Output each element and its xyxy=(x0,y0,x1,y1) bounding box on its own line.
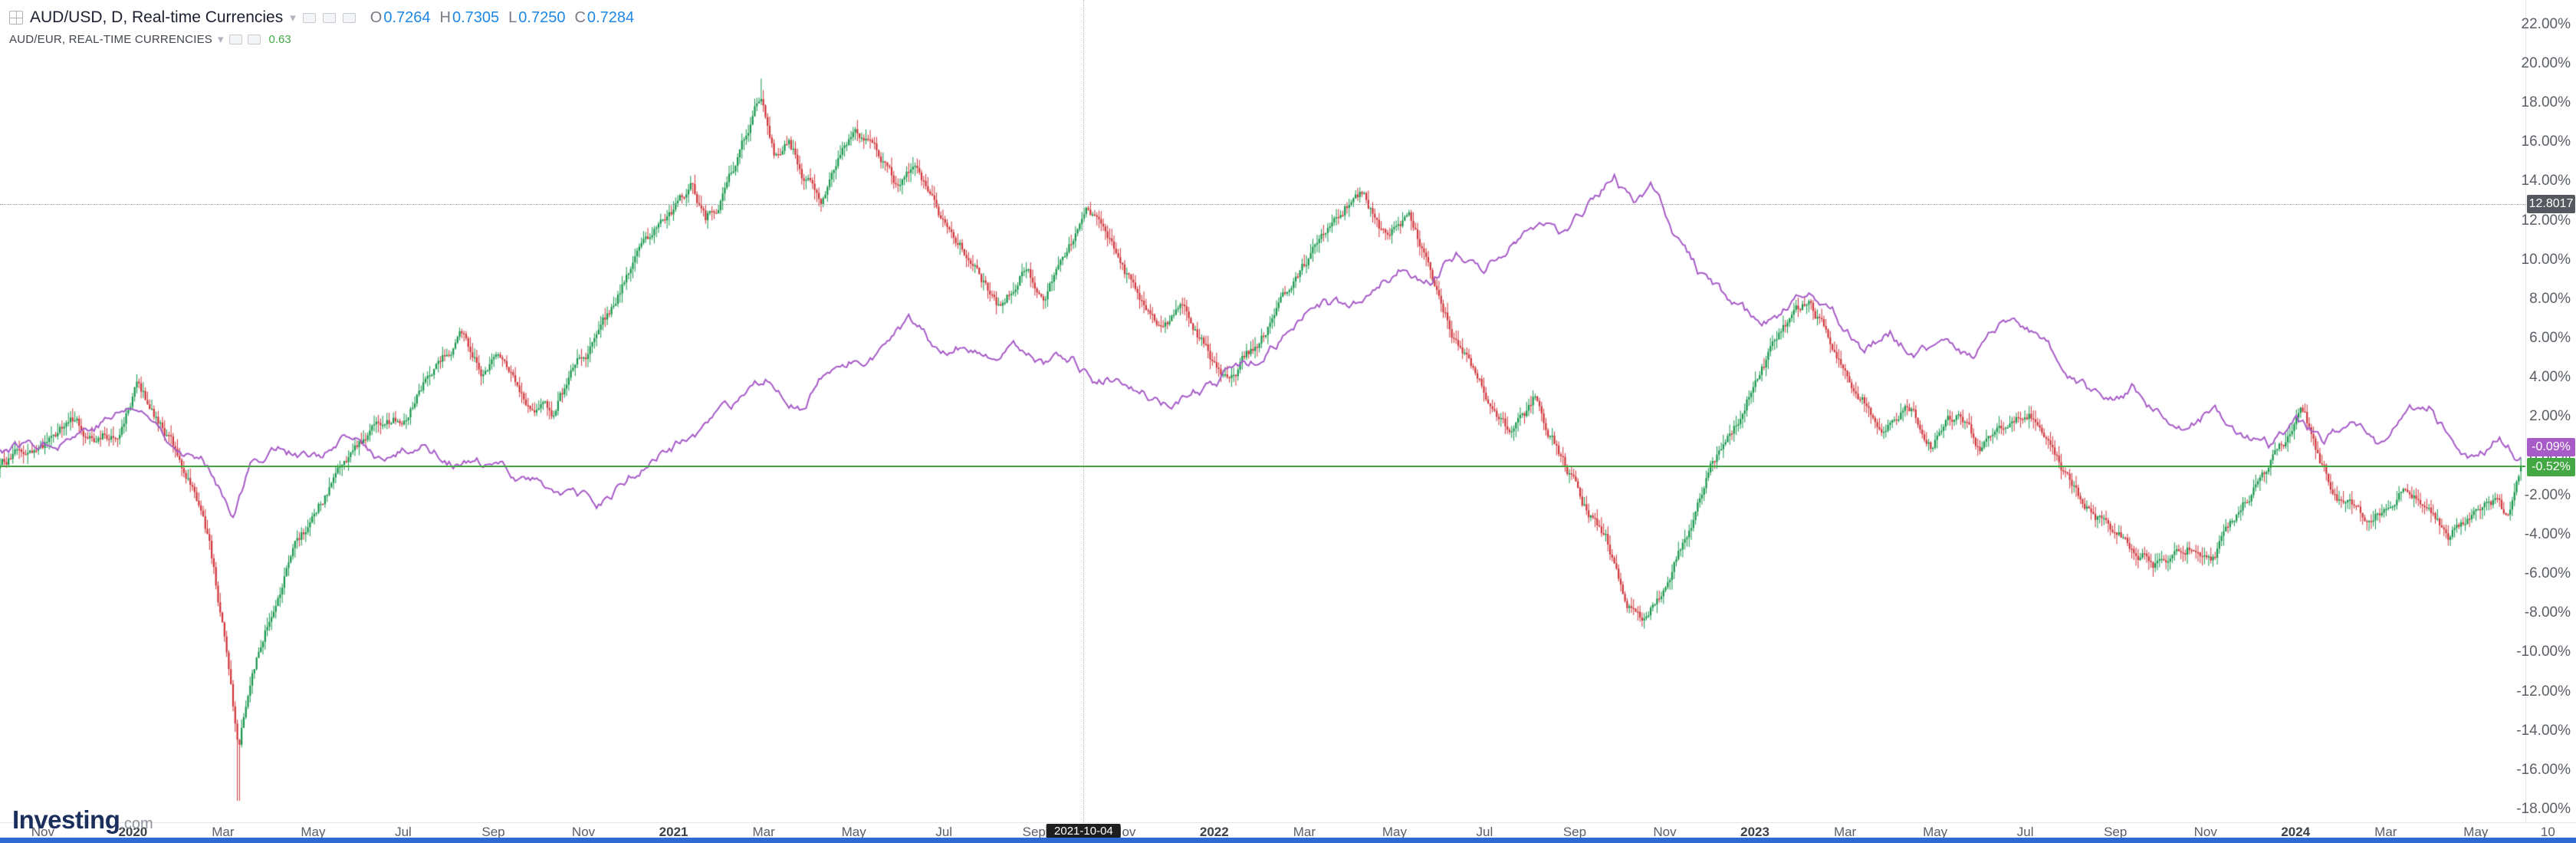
time-tick-label: Mar xyxy=(1293,825,1316,839)
low-label: L xyxy=(508,8,518,26)
level-line-line[interactable] xyxy=(0,204,2525,206)
price-tick-label: 10.00% xyxy=(2521,251,2571,268)
chart-style-icon[interactable] xyxy=(9,11,23,25)
time-tick-label: May xyxy=(1923,825,1948,839)
low-value: 0.7250 xyxy=(518,8,566,26)
time-tick-label: Sep xyxy=(1562,825,1587,839)
chevron-down-icon[interactable]: ▾ xyxy=(290,12,296,25)
logo-text-main: Investing xyxy=(12,805,120,834)
price-tick-label: -16.00% xyxy=(2516,761,2571,778)
level-line-axis-label: 12.8017 xyxy=(2527,195,2575,214)
time-tick-label: 2022 xyxy=(1199,825,1229,839)
primary-symbol-row: AUD/USD, D, Real-time Currencies ▾ O 0.72… xyxy=(9,6,634,29)
ohlc-values: O 0.7264 H 0.7305 L 0.7250 C 0.7284 xyxy=(370,9,634,27)
high-label: H xyxy=(439,8,451,26)
price-axis[interactable]: 22.00% 20.00% 18.00% 16.00% 14.00% 12.00% 10.0… xyxy=(2516,0,2576,822)
price-tick-label: -10.00% xyxy=(2516,644,2571,660)
time-tick-label: Sep xyxy=(2104,825,2128,839)
time-tick-label: 2024 xyxy=(2281,825,2311,839)
price-tick-label: -8.00% xyxy=(2524,604,2571,621)
settings-icon[interactable] xyxy=(322,12,336,23)
time-tick-label: May xyxy=(301,825,326,839)
time-axis[interactable]: Nov 2020 Mar May Jul Sep Nov 2021 Mar May Jul Sep No… xyxy=(0,822,2576,839)
price-tick-label: -14.00% xyxy=(2516,722,2571,739)
last-close-axis-label: -0.52% xyxy=(2527,457,2575,476)
time-tick-label: Sep xyxy=(481,825,505,839)
more-icon[interactable] xyxy=(342,12,356,23)
time-tick-label: Jul xyxy=(1476,825,1493,839)
time-tick-label: Nov xyxy=(2193,825,2217,839)
time-tick-label: Nov xyxy=(1653,825,1677,839)
compare-last-axis-label: -0.09% xyxy=(2527,437,2575,456)
compare-last-value: 0.63 xyxy=(268,32,291,46)
time-tick-label: May xyxy=(2463,825,2489,839)
price-tick-label: -18.00% xyxy=(2516,801,2571,818)
price-tick-label: 12.00% xyxy=(2521,212,2571,229)
time-tick-label: Jul xyxy=(2016,825,2034,839)
compare-symbol-title[interactable]: AUD/EUR, REAL-TIME CURRENCIES xyxy=(9,32,212,46)
crosshair-date-badge: 2021-10-04 xyxy=(1046,824,1121,838)
open-label: O xyxy=(370,8,383,26)
time-tick-label: Jul xyxy=(395,825,412,839)
time-tick-label: 2023 xyxy=(1740,825,1769,839)
time-tick-label: 2021 xyxy=(659,825,688,839)
price-tick-label: 20.00% xyxy=(2521,54,2571,71)
time-tick-label: May xyxy=(1382,825,1407,839)
price-tick-label: 18.00% xyxy=(2521,94,2571,111)
price-tick-label: 22.00% xyxy=(2521,15,2571,32)
chart-overlay xyxy=(0,204,2525,467)
price-tick-label: -6.00% xyxy=(2524,565,2571,582)
price-tick-label: -4.00% xyxy=(2524,525,2571,542)
price-tick-label: 6.00% xyxy=(2529,330,2571,347)
close-value: 0.7284 xyxy=(586,8,635,26)
price-tick-label: 14.00% xyxy=(2521,173,2571,189)
chevron-down-icon[interactable]: ▾ xyxy=(218,33,224,46)
price-tick-label: -12.00% xyxy=(2516,683,2571,700)
close-label: C xyxy=(574,8,586,26)
time-tick-label: Nov xyxy=(571,825,596,839)
time-tick-label: Jul xyxy=(935,825,953,839)
price-tick-label: 16.00% xyxy=(2521,133,2571,150)
time-tick-label: 2020 xyxy=(118,825,148,839)
time-tick-label: 10 xyxy=(2540,825,2555,839)
time-tick-label: Mar xyxy=(752,825,775,839)
eye-icon[interactable] xyxy=(302,12,316,23)
settings-icon[interactable] xyxy=(247,34,261,44)
price-tick-label: 8.00% xyxy=(2529,290,2571,307)
time-tick-label: Sep xyxy=(1022,825,1046,839)
price-tick-label: -2.00% xyxy=(2524,486,2571,503)
time-tick-label: Mar xyxy=(2374,825,2397,839)
high-value: 0.7305 xyxy=(452,8,500,26)
time-tick-label: May xyxy=(841,825,866,839)
compare-symbol-row: AUD/EUR, REAL-TIME CURRENCIES ▾ 0.63 xyxy=(9,31,634,48)
time-tick-label: Mar xyxy=(1833,825,1857,839)
bottom-accent-bar xyxy=(0,838,2576,843)
crosshair-vline xyxy=(1083,0,1085,822)
price-tick-label: 4.00% xyxy=(2529,369,2571,386)
logo-text-suffix: .com xyxy=(120,815,153,832)
primary-symbol-title[interactable]: AUD/USD, D, Real-time Currencies xyxy=(30,8,284,26)
price-tick-label: 2.00% xyxy=(2529,408,2571,425)
open-value: 0.7264 xyxy=(383,8,431,26)
eye-icon[interactable] xyxy=(228,34,242,44)
time-tick-label: Nov xyxy=(31,825,54,839)
last-close-line[interactable] xyxy=(0,465,2525,467)
time-tick-label: Mar xyxy=(212,825,235,839)
chart-legend: AUD/USD, D, Real-time Currencies ▾ O 0.72… xyxy=(9,6,634,48)
investing-logo[interactable]: Investing.com xyxy=(12,805,153,835)
